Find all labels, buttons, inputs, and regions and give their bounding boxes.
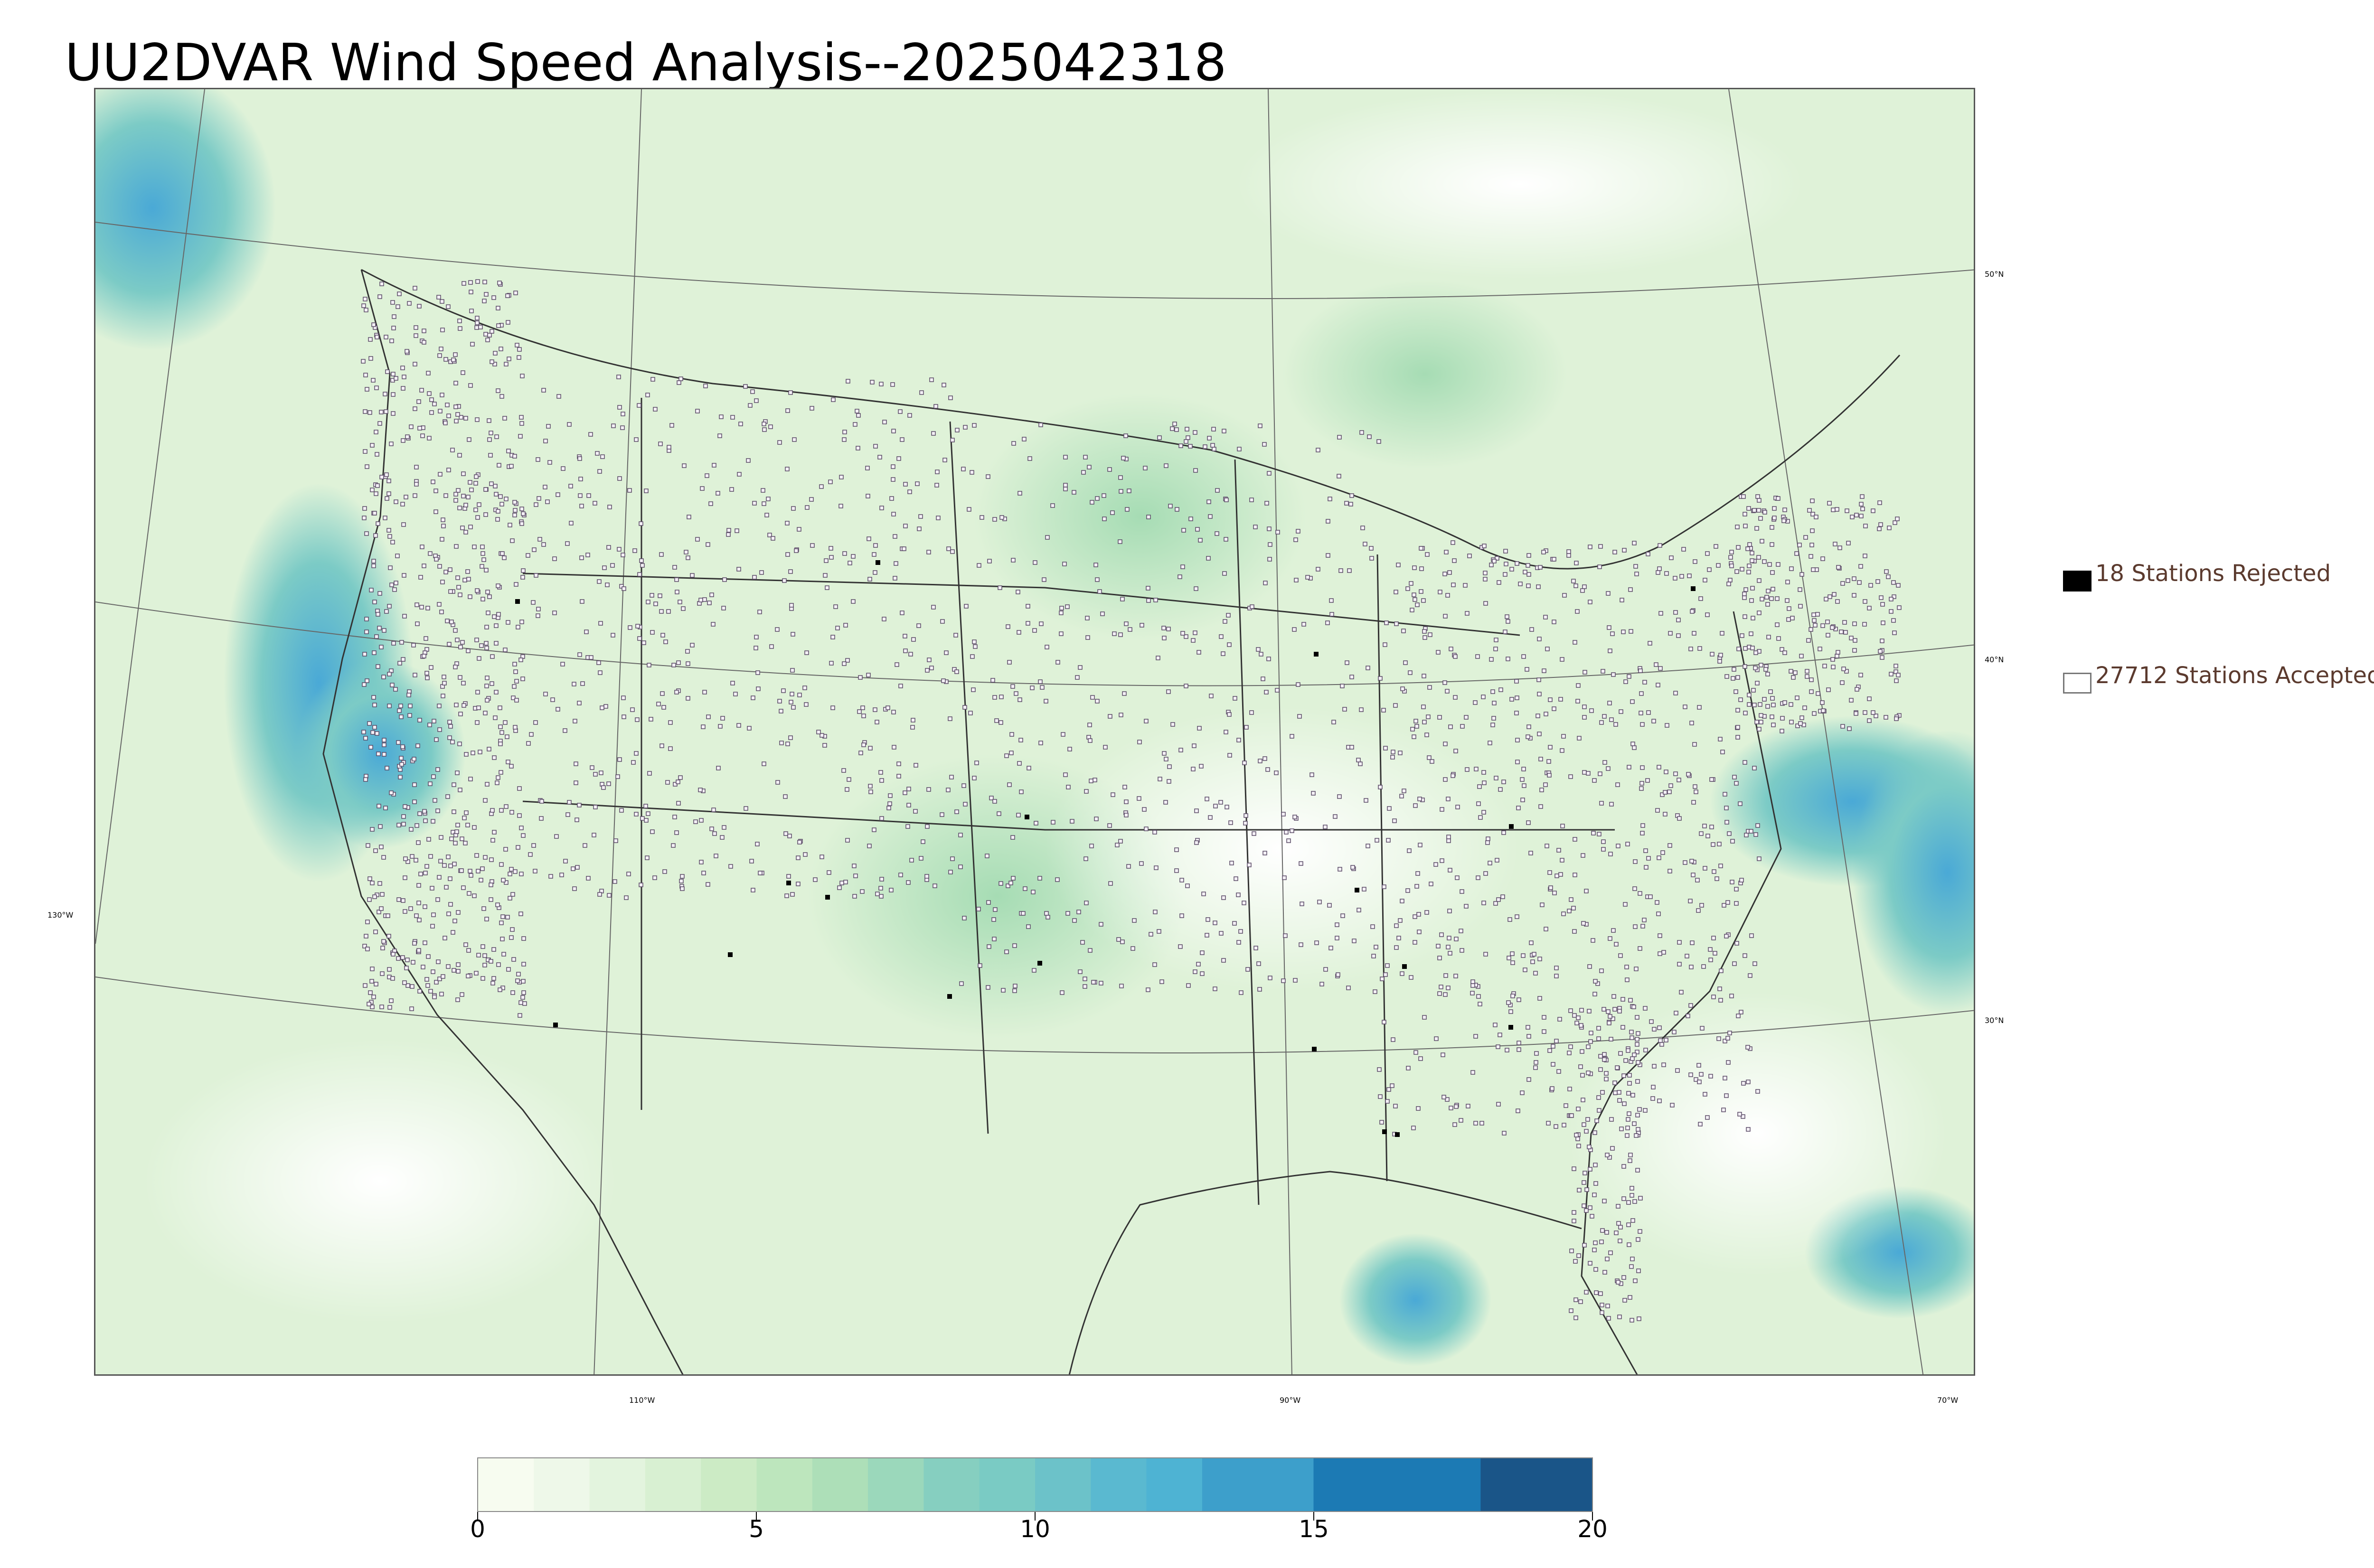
colorbar-bin-7 <box>868 1458 924 1511</box>
colorbar-tick-20 <box>1592 1512 1593 1521</box>
colorbar-bin-2 <box>589 1458 646 1511</box>
colorbar-canvas <box>478 1458 1592 1511</box>
lat-label-30n: 30°N <box>1985 1016 2004 1025</box>
lat-label-40n: 40°N <box>1985 655 2004 664</box>
colorbar-bin-3 <box>645 1458 701 1511</box>
lon-label-110w: 110°W <box>629 1396 655 1405</box>
map-title: UU2DVAR Wind Speed Analysis--2025042318 <box>65 33 1227 93</box>
map-canvas <box>95 89 1974 1374</box>
colorbar-bin-0 <box>478 1458 534 1511</box>
colorbar-bin-4 <box>701 1458 757 1511</box>
colorbar-tick-label-0: 0 <box>470 1515 485 1543</box>
lon-label-130w: 130°W <box>47 911 74 920</box>
colorbar-bin-1 <box>534 1458 590 1511</box>
colorbar-tick-5 <box>756 1512 757 1521</box>
lat-label-50n: 50°N <box>1985 270 2004 279</box>
accepted-swatch <box>2063 673 2091 694</box>
rejected-label: 18 Stations Rejected <box>2095 560 2331 587</box>
station-markers <box>361 279 1902 1323</box>
colorbar-tick-label-15: 15 <box>1299 1515 1329 1543</box>
colorbar-bin-9 <box>979 1458 1036 1511</box>
wind-speed-map <box>94 88 1975 1376</box>
colorbar-tick-label-10: 10 <box>1020 1515 1050 1543</box>
colorbar-bin-5 <box>756 1458 813 1511</box>
colorbar-bin-11 <box>1091 1458 1147 1511</box>
colorbar-tick-0 <box>477 1512 478 1521</box>
wind-speed-colorbar <box>477 1457 1593 1512</box>
colorbar-bin-10 <box>1035 1458 1091 1511</box>
lon-label-70w: 70°W <box>1937 1396 1959 1405</box>
colorbar-bin-15 <box>1480 1458 1592 1511</box>
colorbar-bin-6 <box>812 1458 868 1511</box>
colorbar-bin-14 <box>1313 1458 1481 1511</box>
colorbar-tick-label-5: 5 <box>749 1515 764 1543</box>
colorbar-bin-12 <box>1146 1458 1203 1511</box>
coastlines-and-borders <box>322 269 1901 1374</box>
lon-label-90w: 90°W <box>1280 1396 1301 1405</box>
graticule <box>95 89 1974 1374</box>
colorbar-tick-15 <box>1313 1512 1314 1521</box>
colorbar-bin-8 <box>923 1458 980 1511</box>
rejected-swatch <box>2063 571 2091 592</box>
accepted-label: 27712 Stations Accepted <box>2095 662 2374 689</box>
colorbar-tick-label-20: 20 <box>1577 1515 1608 1543</box>
colorbar-tick-10 <box>1035 1512 1036 1521</box>
colorbar-bin-13 <box>1202 1458 1314 1511</box>
